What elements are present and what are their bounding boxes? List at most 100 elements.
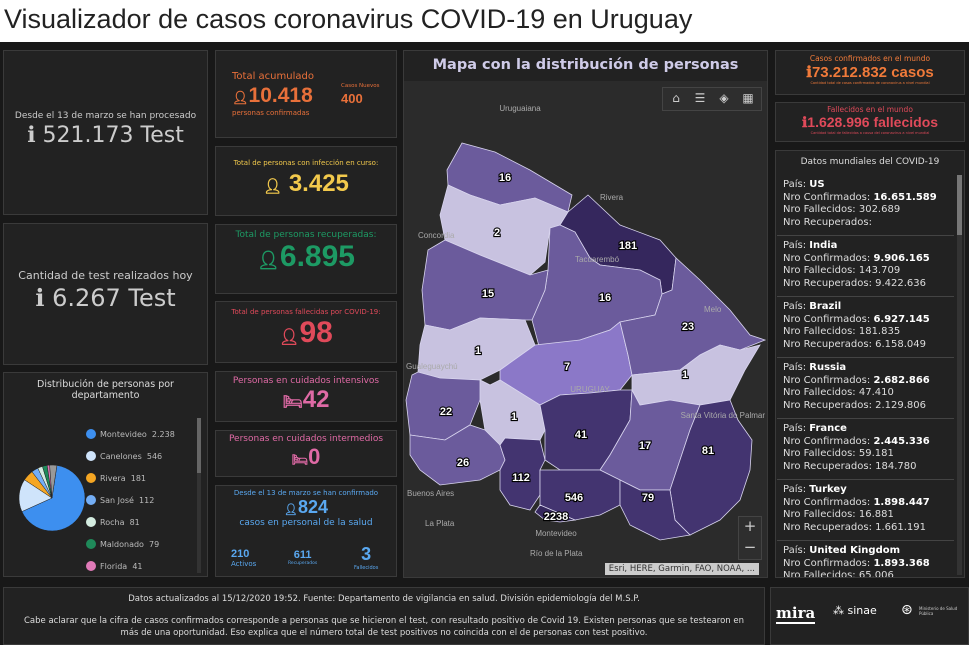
legend-item[interactable]: Rivera 181 <box>86 467 175 489</box>
legend-swatch <box>86 539 96 549</box>
person-icon: 👤︎ <box>232 90 249 105</box>
department-count-label: 23 <box>682 321 694 333</box>
legend-name: Canelones <box>100 451 142 461</box>
recovered-value: 1.661.191 <box>875 521 927 533</box>
recovered-label: Nro Recuperados: <box>783 277 876 289</box>
legend-item[interactable]: Rocha 81 <box>86 511 175 533</box>
msp-logo-text: Ministerio de Salud Pública <box>919 606 958 616</box>
legend-value: 2.238 <box>151 429 175 439</box>
health-staff-card: Desde el 13 de marzo se han confirmado 👤… <box>215 485 397 577</box>
health-recovered-value: 611 <box>293 549 312 561</box>
confirmed-label: Nro Confirmados: <box>783 313 874 325</box>
department-count-label: 81 <box>702 445 714 457</box>
confirmed-value: 1.893.368 <box>873 557 930 569</box>
map-attribution[interactable]: Esri, HERE, Garmin, FAO, NOAA, ... <box>604 563 759 575</box>
department-canelones[interactable] <box>539 469 621 521</box>
deaths-label: Nro Fallecidos: <box>783 509 859 520</box>
icu-card: Personas en cuidados intensivos 🛏︎42 <box>215 371 397 422</box>
logos-panel: mira ⁂ sinae ⊛ Ministerio de Salud Públi… <box>770 587 969 645</box>
map-place-label: Montevideo <box>535 529 577 538</box>
map-place-label: Gualeguaychú <box>406 362 458 371</box>
map-toolbar: ⌂ ☰ ◈ ▦ <box>662 87 762 111</box>
department-count-label: 1 <box>511 411 517 423</box>
info-icon: ℹ <box>35 284 45 312</box>
deaths-label: Nro Fallecidos: <box>783 387 859 398</box>
world-list-item[interactable]: País: Brazil Nro Confirmados: 6.927.145 … <box>777 297 954 358</box>
health-label: Desde el 13 de marzo se han confirmado <box>233 489 379 497</box>
country-name: France <box>809 423 847 434</box>
department-cerro-largo[interactable] <box>619 257 767 376</box>
tests-total-card: Desde el 13 de marzo se han procesado ℹ … <box>3 50 208 215</box>
department-montevideo[interactable] <box>534 504 577 523</box>
legend-scrollbar[interactable] <box>197 418 201 573</box>
world-list-item[interactable]: País: France Nro Confirmados: 2.445.336 … <box>777 419 954 480</box>
pie-legend: Montevideo 2.238 Canelones 546 Rivera 181 S… <box>86 423 175 577</box>
department-count-label: 2238 <box>544 511 568 523</box>
basemap-gallery-icon[interactable]: ▦ <box>742 91 754 105</box>
country-name: India <box>809 240 838 251</box>
department-san-josé[interactable] <box>499 437 546 511</box>
legend-value: 181 <box>130 473 147 483</box>
health-deaths-value: 3 <box>361 544 372 564</box>
layers-icon[interactable]: ◈ <box>719 91 729 105</box>
department-count-label: 1 <box>475 345 481 357</box>
health-active-value: 210 <box>231 548 250 560</box>
zoom-out-button[interactable]: − <box>743 538 757 556</box>
tests-today-card: Cantidad de test realizados hoy ℹ 6.267 … <box>3 223 208 365</box>
world-data-list[interactable]: País: US Nro Confirmados: 16.651.589 Nro… <box>777 175 954 577</box>
map-title: Mapa con la distribución de personas <box>404 51 767 81</box>
legend-item[interactable]: Maldonado 79 <box>86 533 175 555</box>
icu-value: 42 <box>302 386 330 413</box>
map-canvas[interactable]: Uruguaiana Rivera Concordia Tacuarembó Melo G… <box>403 80 768 578</box>
legend-item[interactable]: Montevideo 2.238 <box>86 423 175 445</box>
world-data-title: Datos mundiales del COVID-19 <box>800 157 940 167</box>
world-list-item[interactable]: País: India Nro Confirmados: 9.906.165 N… <box>777 236 954 297</box>
health-recovered-label: Recuperados <box>288 561 318 566</box>
confirmed-label: Nro Confirmados: <box>783 557 874 569</box>
legend-name: Rocha <box>100 517 125 527</box>
confirmed-label: Nro Confirmados: <box>783 191 874 203</box>
active-label: Total de personas con infección en curso… <box>233 159 379 167</box>
recovered-value: 6.895 <box>279 240 355 273</box>
legend-item[interactable]: San José 112 <box>86 489 175 511</box>
confirmed-value: 2.445.336 <box>873 435 930 447</box>
recovered-value: 184.780 <box>875 460 917 472</box>
pie-slice-montevideo[interactable] <box>21 465 86 532</box>
health-deaths-label: Fallecidos <box>354 565 379 571</box>
deaths-value: 59.181 <box>858 448 894 459</box>
world-list-item[interactable]: País: US Nro Confirmados: 16.651.589 Nro… <box>777 175 954 236</box>
home-icon[interactable]: ⌂ <box>672 91 680 105</box>
deaths-label: Nro Fallecidos: <box>783 570 859 577</box>
active-card: Total de personas con infección en curso… <box>215 146 397 216</box>
confirmed-value: 16.651.589 <box>873 191 937 203</box>
world-list-item[interactable]: País: Russia Nro Confirmados: 2.682.866 … <box>777 358 954 419</box>
world-deaths-sub: Cantidad total de fallecidos a causa del… <box>810 131 930 135</box>
legend-item[interactable]: Florida 41 <box>86 555 175 577</box>
bed-pulse-icon: 🛏︎ <box>282 394 303 411</box>
country-name: Brazil <box>809 301 842 312</box>
total-value: 10.418 <box>248 84 313 107</box>
world-cases-label: Casos confirmados en el mundo <box>809 54 931 63</box>
legend-swatch <box>86 473 96 483</box>
legend-list-icon[interactable]: ☰ <box>694 91 706 105</box>
department-count-label: 16 <box>499 172 511 184</box>
department-count-label: 546 <box>565 492 583 504</box>
department-rocha[interactable] <box>669 399 753 536</box>
health-sub: casos en personal de la salud <box>239 518 373 528</box>
legend-name: Montevideo <box>100 429 147 439</box>
country-label: País: <box>783 423 810 434</box>
department-count-label: 22 <box>440 406 452 418</box>
legend-item[interactable]: Canelones 546 <box>86 445 175 467</box>
zoom-in-button[interactable]: + <box>743 517 757 535</box>
world-list-scrollbar[interactable] <box>957 175 962 575</box>
world-list-item[interactable]: País: Turkey Nro Confirmados: 1.898.447 … <box>777 480 954 541</box>
map-place-label: Tacuarembó <box>575 255 620 264</box>
pie-slice-others[interactable] <box>49 464 58 499</box>
tests-today-value: 6.267 Test <box>52 284 176 312</box>
sinae-logo: ⁂ sinae <box>833 604 877 617</box>
world-list-item[interactable]: País: United Kingdom Nro Confirmados: 1.… <box>777 541 954 577</box>
world-cases-sub: Cantidad total de casos confirmados de c… <box>810 81 930 85</box>
department-maldonado[interactable] <box>619 479 691 541</box>
department-count-label: 17 <box>639 440 651 452</box>
legend-swatch <box>86 561 96 571</box>
